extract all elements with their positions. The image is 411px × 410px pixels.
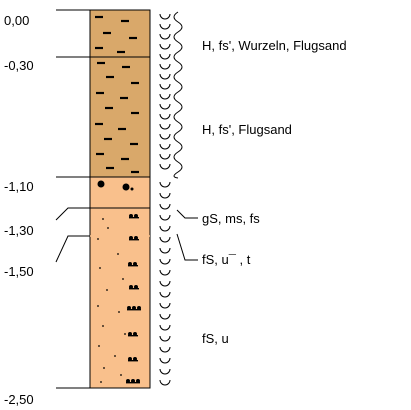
silt-pattern [126,214,141,384]
layer-5-description: fS, u [202,331,229,346]
layer-5-fill [89,235,151,389]
gravel-pattern [97,180,134,191]
depth-label-4: -1,50 [4,264,34,279]
soil-column [89,9,151,389]
depth-labels: 0,00 -0,30 -1,10 -1,30 -1,50 -2,50 [4,13,34,407]
moisture-moist-symbol [159,13,171,386]
layer-descriptions: H, fs', Wurzeln, Flugsand H, fs', Flugsa… [202,38,347,346]
layer-1-description: H, fs', Wurzeln, Flugsand [202,38,347,53]
depth-label-2: -1,10 [4,179,34,194]
depth-label-1: -0,30 [4,58,34,73]
depth-ticks [55,9,90,389]
layer-2-fill [89,56,151,178]
layer-3-description: gS, ms, fs [202,211,260,226]
moisture-wet-symbol [173,11,183,179]
depth-label-0: 0,00 [4,13,29,28]
layer-4-description: fS, u¯ , t [202,252,251,267]
depth-label-5: -2,50 [4,392,34,407]
description-leaders [176,209,198,261]
fine-sand-pattern [97,218,126,383]
layer-2-description: H, fs', Flugsand [202,122,292,137]
humus-pattern [95,15,139,174]
layer-4-fill [89,207,151,237]
depth-label-3: -1,30 [4,223,34,238]
